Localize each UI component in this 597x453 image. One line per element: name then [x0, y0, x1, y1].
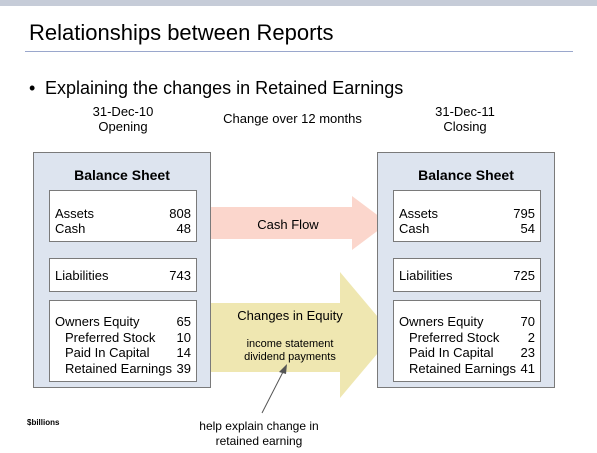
opening-cash-row: Cash 48	[55, 221, 191, 236]
retained-earnings-label: Retained Earnings	[409, 361, 516, 376]
preferred-stock-label: Preferred Stock	[409, 330, 500, 345]
closing-preferred-stock-row: Preferred Stock 2	[399, 330, 535, 345]
opening-liabilities-row: Liabilities 743	[55, 268, 191, 283]
period-label: Change over 12 months	[223, 111, 362, 126]
changes-in-equity-label: Changes in Equity	[237, 308, 343, 323]
assets-value: 808	[169, 206, 191, 221]
closing-assets-box: Assets 795 Cash 54	[393, 190, 541, 242]
cash-value: 54	[520, 221, 535, 236]
closing-cash-row: Cash 54	[399, 221, 535, 236]
liabilities-label: Liabilities	[55, 268, 109, 283]
retained-earnings-note: help explain change in retained earning	[190, 419, 328, 449]
closing-label: Closing	[443, 119, 487, 134]
owners-equity-label: Owners Equity	[399, 314, 484, 329]
owners-equity-label: Owners Equity	[55, 314, 140, 329]
liabilities-value: 725	[513, 268, 535, 283]
top-bar	[0, 0, 597, 6]
closing-paid-in-capital-row: Paid In Capital 23	[399, 345, 535, 360]
preferred-stock-value: 10	[176, 330, 191, 345]
opening-retained-earnings-row: Retained Earnings 39	[55, 361, 191, 376]
changes-in-equity-arrow	[208, 272, 393, 398]
note-pointer-head	[279, 364, 287, 374]
owners-equity-value: 70	[520, 314, 535, 329]
assets-value: 795	[513, 206, 535, 221]
opening-header: 31-Dec-10 Opening	[78, 104, 168, 134]
retained-earnings-value: 39	[176, 361, 191, 376]
paid-in-capital-value: 14	[176, 345, 191, 360]
closing-retained-earnings-row: Retained Earnings 41	[399, 361, 535, 376]
closing-balance-sheet: Balance Sheet Assets 795 Cash 54 Liabiliti…	[377, 152, 555, 388]
paid-in-capital-label: Paid In Capital	[65, 345, 150, 360]
closing-sheet-title: Balance Sheet	[418, 167, 514, 183]
units-label: $billions	[27, 418, 60, 427]
opening-sheet-title: Balance Sheet	[74, 167, 170, 183]
note-line-1: help explain change in	[199, 419, 319, 433]
bullet-text: Explaining the changes in Retained Earni…	[45, 78, 404, 98]
paid-in-capital-label: Paid In Capital	[409, 345, 494, 360]
note-pointer-line	[261, 369, 285, 414]
opening-assets-box: Assets 808 Cash 48	[49, 190, 197, 242]
bullet-dot: •	[29, 78, 36, 98]
opening-equity-box: Owners Equity 65 Preferred Stock 10 Paid I…	[49, 300, 197, 382]
equity-detail-dividends: dividend payments	[244, 351, 336, 363]
closing-header: 31-Dec-11 Closing	[420, 104, 510, 134]
closing-equity-box: Owners Equity 70 Preferred Stock 2 Paid In…	[393, 300, 541, 382]
preferred-stock-label: Preferred Stock	[65, 330, 156, 345]
cash-label: Cash	[55, 221, 86, 236]
liabilities-label: Liabilities	[399, 268, 453, 283]
changes-in-equity-details: income statement dividend payments	[225, 338, 355, 364]
paid-in-capital-value: 23	[520, 345, 535, 360]
cash-flow-arrow	[208, 196, 388, 250]
opening-assets-row: Assets 808	[55, 206, 191, 221]
title-rule	[25, 51, 573, 52]
opening-balance-sheet: Balance Sheet Assets 808 Cash 48 Liabiliti…	[33, 152, 211, 388]
opening-liabilities-box: Liabilities 743	[49, 258, 197, 292]
opening-date: 31-Dec-10	[92, 104, 154, 119]
closing-liabilities-row: Liabilities 725	[399, 268, 535, 283]
slide-title: Relationships between Reports	[29, 20, 334, 45]
bullet-point: • Explaining the changes in Retained Earn…	[29, 78, 403, 99]
preferred-stock-value: 2	[527, 330, 535, 345]
equity-detail-income: income statement	[246, 338, 334, 350]
assets-label: Assets	[55, 206, 95, 221]
opening-preferred-stock-row: Preferred Stock 10	[55, 330, 191, 345]
liabilities-value: 743	[169, 268, 191, 283]
retained-earnings-value: 41	[520, 361, 535, 376]
closing-liabilities-box: Liabilities 725	[393, 258, 541, 292]
assets-label: Assets	[399, 206, 439, 221]
opening-label: Opening	[98, 119, 148, 134]
cash-value: 48	[176, 221, 191, 236]
cash-label: Cash	[399, 221, 430, 236]
opening-owners-equity-row: Owners Equity 65	[55, 314, 191, 329]
closing-owners-equity-row: Owners Equity 70	[399, 314, 535, 329]
closing-assets-row: Assets 795	[399, 206, 535, 221]
note-line-2: retained earning	[215, 434, 303, 448]
owners-equity-value: 65	[176, 314, 191, 329]
retained-earnings-label: Retained Earnings	[65, 361, 172, 376]
opening-paid-in-capital-row: Paid In Capital 14	[55, 345, 191, 360]
cash-flow-label: Cash Flow	[257, 217, 319, 232]
closing-date: 31-Dec-11	[435, 104, 495, 119]
